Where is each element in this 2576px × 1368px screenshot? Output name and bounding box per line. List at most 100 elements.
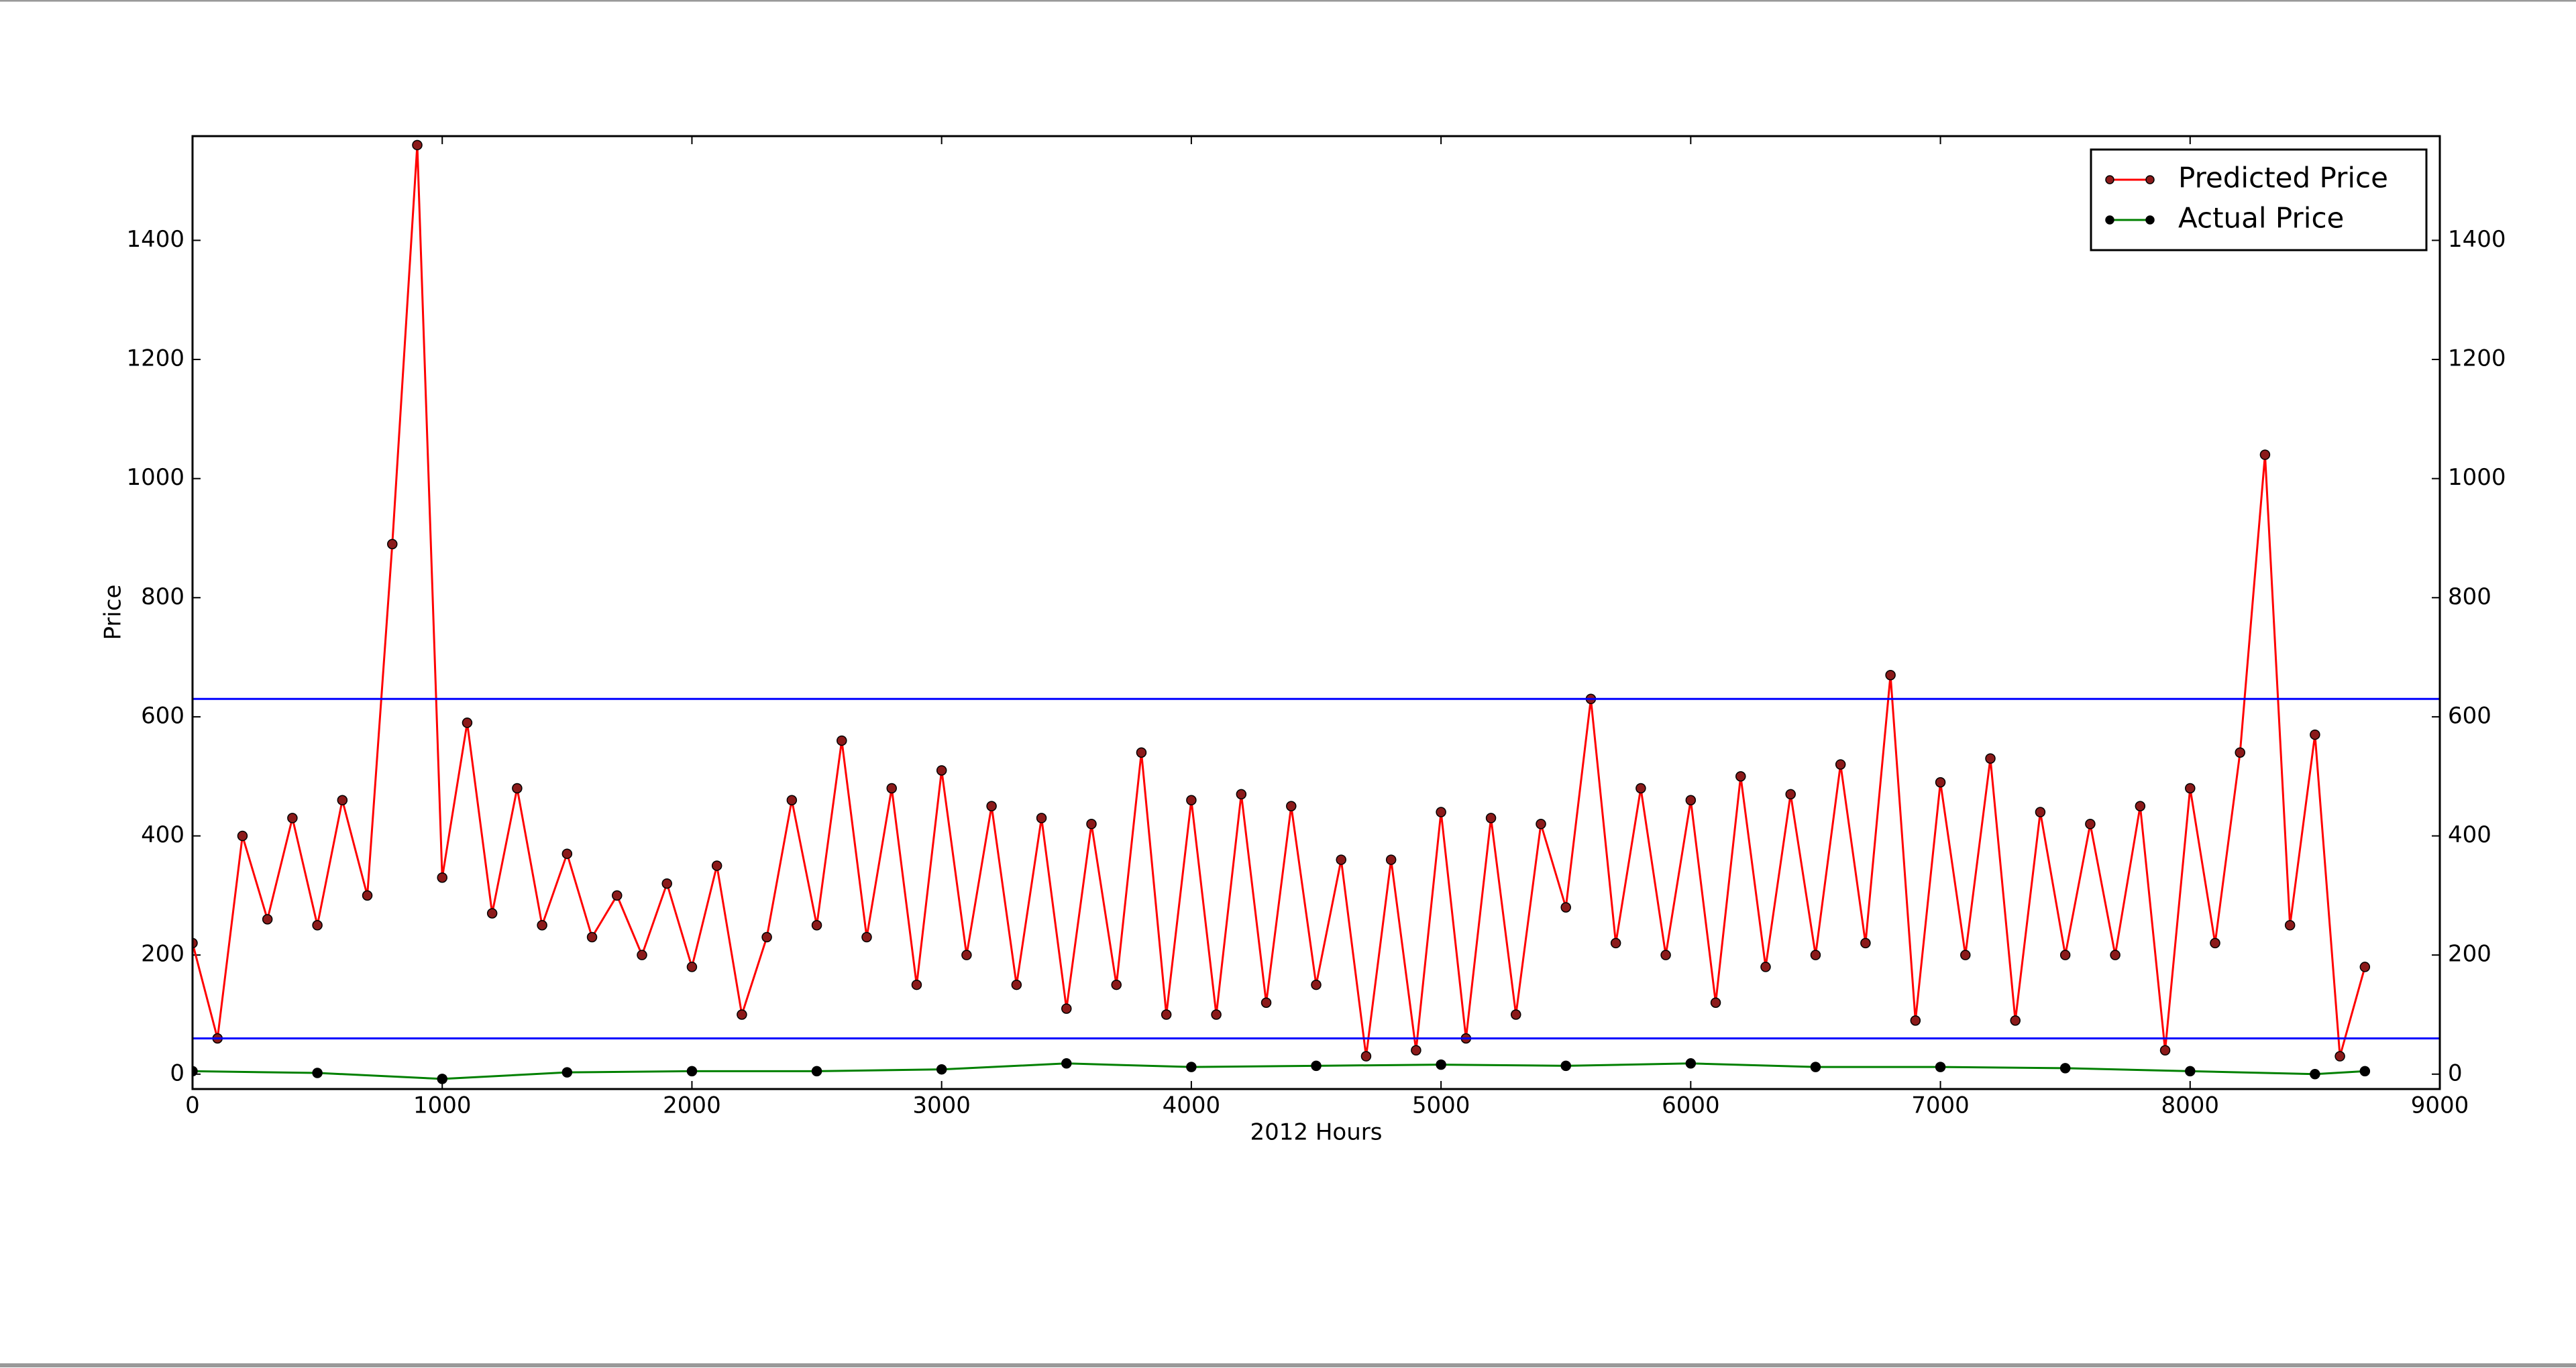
series-marker xyxy=(2310,729,2320,740)
series-marker xyxy=(193,1066,198,1077)
legend-marker xyxy=(2145,175,2155,184)
series-marker xyxy=(612,890,623,901)
series-marker xyxy=(1635,783,1646,794)
x-tick-label: 1000 xyxy=(413,1092,472,1119)
series-marker xyxy=(1260,997,1272,1008)
series-marker xyxy=(1760,962,1771,972)
series-marker xyxy=(512,783,523,794)
series-marker xyxy=(312,1068,323,1078)
y2-tick-label: 1200 xyxy=(2448,345,2506,372)
series-marker xyxy=(237,830,248,842)
series-marker xyxy=(1536,819,1546,830)
series-marker xyxy=(1785,789,1796,800)
legend-label: Predicted Price xyxy=(2178,162,2388,194)
series-marker xyxy=(262,914,273,925)
series-marker xyxy=(1086,819,1097,830)
series-marker xyxy=(561,1067,573,1078)
series-marker xyxy=(911,979,922,990)
series-marker xyxy=(1810,950,1821,960)
series-marker xyxy=(561,848,573,859)
series-marker xyxy=(1061,1003,1072,1014)
series-marker xyxy=(1685,795,1697,806)
x-tick-label: 5000 xyxy=(1412,1092,1470,1119)
series-marker xyxy=(1336,854,1346,865)
series-marker xyxy=(1910,1015,1921,1026)
series-marker xyxy=(861,931,872,943)
series-marker xyxy=(1685,1058,1697,1069)
series-marker xyxy=(961,950,972,960)
series-marker xyxy=(1660,950,1671,960)
series-marker xyxy=(2185,1066,2196,1077)
legend-marker xyxy=(2105,175,2114,184)
series-marker xyxy=(2059,950,2071,960)
series-marker xyxy=(1436,807,1446,817)
series-marker xyxy=(2185,783,2196,794)
series-marker xyxy=(1560,902,1571,913)
series-marker xyxy=(486,908,498,919)
series-marker xyxy=(2259,449,2271,460)
series-marker xyxy=(387,538,398,550)
series-marker xyxy=(1061,1058,1072,1069)
series-marker xyxy=(761,931,772,943)
series-marker xyxy=(537,920,547,931)
x-tick-label: 3000 xyxy=(912,1092,971,1119)
y2-tick-label: 1000 xyxy=(2448,464,2506,491)
series-marker xyxy=(786,795,798,806)
series-marker xyxy=(1186,795,1197,806)
series-marker xyxy=(2359,1066,2371,1077)
y2-tick-label: 1400 xyxy=(2448,226,2506,253)
series-marker xyxy=(686,962,698,972)
series-marker xyxy=(936,765,947,776)
series-marker xyxy=(2159,1045,2171,1056)
series-marker xyxy=(1485,813,1497,823)
series-marker xyxy=(412,139,423,151)
x-tick-label: 9000 xyxy=(2411,1092,2469,1119)
x-tick-label: 8000 xyxy=(2161,1092,2220,1119)
series-marker xyxy=(1560,1060,1571,1072)
series-marker xyxy=(1385,854,1397,865)
y-tick-label: 0 xyxy=(170,1060,184,1086)
series-marker xyxy=(1311,1060,1322,1072)
series-marker xyxy=(1186,1062,1197,1072)
legend-marker xyxy=(2105,215,2114,225)
series-marker xyxy=(2110,950,2121,960)
series-marker xyxy=(337,795,348,806)
series-marker xyxy=(1935,1062,1946,1072)
legend-box xyxy=(2090,148,2428,251)
series-marker xyxy=(1311,979,1322,990)
series-marker xyxy=(2210,937,2220,949)
x-tick-label: 0 xyxy=(185,1092,200,1119)
series-marker xyxy=(1935,777,1946,788)
y2-tick-label: 400 xyxy=(2448,821,2491,848)
series-marker xyxy=(1360,1051,1372,1062)
series-marker xyxy=(1735,771,1746,782)
series-marker xyxy=(1411,1045,1421,1056)
series-marker xyxy=(1885,670,1896,681)
series-marker xyxy=(2035,807,2046,817)
x-axis-label: 2012 Hours xyxy=(1250,1119,1383,1146)
series-marker xyxy=(362,890,373,901)
series-marker xyxy=(886,783,897,794)
legend-label: Actual Price xyxy=(2178,202,2344,235)
series-marker xyxy=(2235,747,2245,758)
series-marker xyxy=(1810,1062,1821,1072)
y-tick-label: 400 xyxy=(141,821,184,848)
series-marker xyxy=(312,920,323,931)
y-tick-label: 200 xyxy=(141,941,184,968)
series-marker xyxy=(437,1074,447,1084)
series-marker xyxy=(2059,1063,2071,1074)
series-marker xyxy=(1011,979,1022,990)
y-axis-label: Price xyxy=(100,585,127,640)
series-marker xyxy=(2359,962,2371,972)
series-marker xyxy=(637,950,647,960)
series-marker xyxy=(287,813,298,823)
series-marker xyxy=(811,1066,822,1077)
series-marker xyxy=(437,872,447,883)
series-marker xyxy=(686,1066,698,1077)
legend-marker xyxy=(2145,215,2155,225)
y2-tick-label: 0 xyxy=(2448,1060,2463,1086)
series-marker xyxy=(661,878,672,889)
y-tick-label: 1000 xyxy=(126,464,184,491)
series-marker xyxy=(986,801,997,811)
series-marker xyxy=(2334,1051,2345,1062)
